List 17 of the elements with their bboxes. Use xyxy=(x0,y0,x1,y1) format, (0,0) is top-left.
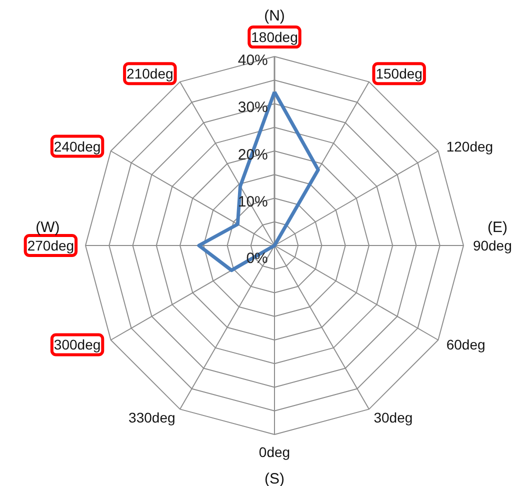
spoke-label: 240deg xyxy=(54,138,101,154)
spoke-label: 150deg xyxy=(376,66,422,82)
text: (E) xyxy=(488,219,508,236)
spoke-label: 270deg xyxy=(27,238,74,254)
spoke-label: 180deg xyxy=(251,29,298,46)
spoke-label: 30deg xyxy=(374,409,413,426)
spoke-label: 210deg xyxy=(126,66,174,82)
spoke-label: 300deg xyxy=(54,336,101,353)
spoke-label: 90deg xyxy=(472,238,512,254)
spoke-label: 330deg xyxy=(128,409,176,426)
text: (N) xyxy=(264,7,285,24)
text: (W) xyxy=(36,219,60,236)
spoke-label: 0deg xyxy=(258,444,290,460)
spoke-label: 60deg xyxy=(446,336,486,353)
spoke-label: 120deg xyxy=(446,138,494,154)
y-tick-label: 40% xyxy=(238,52,268,69)
y-tick-label: 30% xyxy=(238,99,268,116)
